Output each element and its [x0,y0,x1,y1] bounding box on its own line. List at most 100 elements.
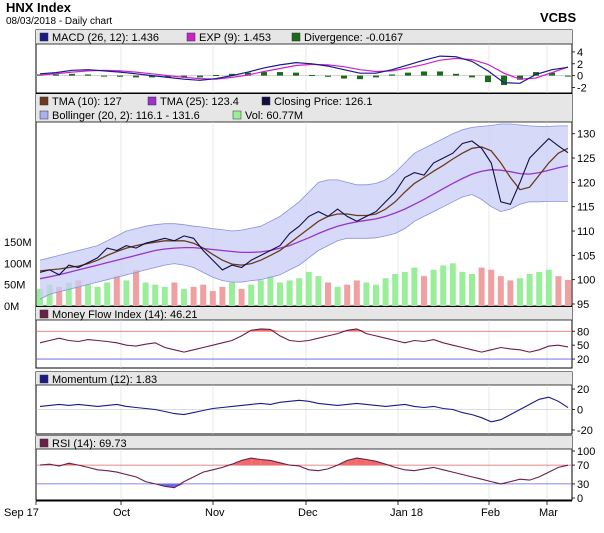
volume-bar [267,276,274,306]
volume-bar [545,269,552,306]
oversold-fill [164,483,175,488]
volume-bar [334,286,341,306]
legend-label: TMA (25): 123.4 [160,96,239,108]
volume-bar [363,282,370,306]
legend-bg [36,436,572,449]
panels-layer: MACD (26, 12): 1.436 EXP (9): 1.453 Diverg… [4,29,595,519]
divergence-bar [373,75,379,78]
brand-label: VCBS [540,10,576,25]
chart-title: HNX Index [6,0,72,15]
y-tick-label: 30 [577,479,589,491]
legend-swatch [232,110,242,120]
y-tick-label: 70 [577,460,589,472]
volume-bar [238,288,245,306]
volume-bar [85,284,91,306]
divergence-bar [341,75,347,79]
volume-bar [565,279,571,306]
volume-bar [325,282,331,306]
volume-bar [478,267,485,306]
volume-bar [353,280,360,306]
volume-tick-label: 0M [4,301,19,313]
y-tick-label: 100 [577,275,595,287]
volume-bar [401,271,408,306]
y-tick-label: 130 [577,129,595,141]
volume-bar [296,278,303,306]
panel-mfi: Money Flow Index (14): 46.21 80 50 20 [35,306,589,369]
volume-bar [219,286,226,306]
divergence-bar [229,73,235,76]
volume-bar [190,286,197,306]
divergence-bar [293,72,299,76]
volume-tick-label: 100M [4,258,32,270]
divergence-bar [405,72,411,76]
volume-bar [46,284,53,306]
legend-bg [36,372,572,385]
legend-label: Momentum (12): 1.83 [52,374,157,386]
volume-bar [200,284,207,306]
legend-label: Vol: 60.77M [245,110,303,122]
y-tick-label: 110 [577,226,595,238]
divergence-bar [101,75,107,77]
bollinger-upper-line [39,123,568,261]
volume-bar [277,282,283,306]
volume-bar [421,276,427,306]
legend-swatch [39,438,49,448]
volume-bar [65,282,72,306]
legend-label: Bollinger (20, 2): 116.1 - 131.6 [52,110,200,122]
y-tick-label: 0 [577,71,583,83]
volume-bar [305,271,312,306]
volume-bar [382,278,389,306]
volume-tick-label: 150M [4,237,32,249]
y-tick-label: 115 [577,202,595,214]
series-line-closing-price [39,137,569,276]
volume-bar [392,274,399,306]
divergence-bar [453,73,459,76]
overbought-fill [260,459,271,466]
legend-bg [36,30,572,44]
divergence-bar [53,74,59,76]
divergence-bar [181,75,187,78]
volume-bar [75,280,82,306]
divergence-bar [261,72,267,76]
legend-label: MACD (26, 12): 1.436 [52,32,159,44]
legend-label: Divergence: -0.0167 [304,32,403,44]
volume-tick-label: 50M [4,280,25,292]
volume-bar [449,263,456,306]
volume-bar [507,280,514,306]
volume-bar [517,278,523,306]
panel-price: TMA (10): 127 TMA (25): 123.4 Closing Pric… [4,93,595,313]
volume-bar [142,282,149,306]
volume-bar [248,284,255,306]
volume-bar [104,282,111,306]
y-tick-label: 105 [577,250,595,262]
y-tick-label: 100 [577,446,595,458]
volume-bar [161,286,168,306]
volume-bar [344,284,351,306]
volume-bar [526,274,533,306]
divergence-bar [437,71,443,76]
volume-bar [229,282,235,306]
legend-swatch [186,32,196,42]
divergence-bar [309,75,315,77]
series-line-exp-9- [39,57,569,80]
y-tick-label: 2 [577,59,583,71]
legend-swatch [261,96,271,106]
legend-swatch [39,110,49,120]
legend-label: EXP (9): 1.453 [199,32,271,44]
divergence-bar [357,75,363,80]
divergence-bar [389,74,395,76]
y-tick-label: 20 [577,354,589,366]
volume-bar [555,276,562,306]
legend-swatch [147,96,157,106]
divergence-bar [149,75,155,78]
chart-subtitle: 08/03/2018 - Daily chart [6,16,112,27]
divergence-bar [485,75,491,83]
divergence-bar [325,75,331,77]
legend-swatch [39,374,49,384]
volume-bar [123,280,130,306]
volume-bar [315,276,322,306]
overbought-fill [356,458,367,466]
divergence-bar [69,73,75,76]
x-tick-label: Oct [113,507,130,519]
